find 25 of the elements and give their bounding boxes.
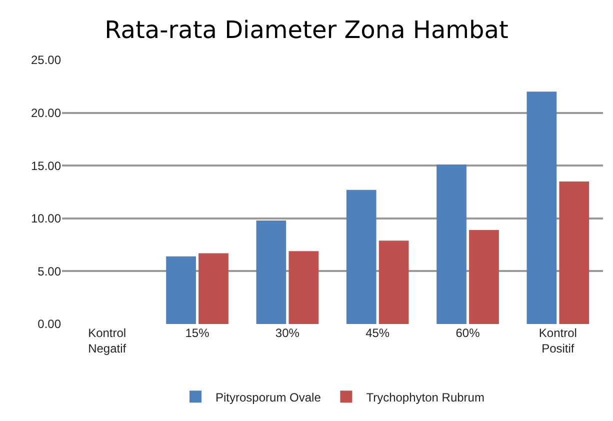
bar xyxy=(288,251,319,324)
y-tick-label: 0.00 xyxy=(38,317,62,332)
y-tick-label: 20.00 xyxy=(30,106,62,120)
x-tick-label: 60% xyxy=(456,326,480,340)
x-tick-label: 15% xyxy=(185,326,210,340)
y-tick-label: 5.00 xyxy=(38,264,62,278)
legend-label: Trychophyton Rubrum xyxy=(366,390,484,404)
legend-label: Pityrosporum Ovale xyxy=(216,390,322,404)
x-tick-label: 45% xyxy=(366,326,390,340)
bar xyxy=(166,256,196,324)
y-tick-label: 25.00 xyxy=(30,53,62,68)
x-tick-label: Kontrol Negatif xyxy=(88,326,127,356)
bar xyxy=(559,181,590,324)
bar xyxy=(469,230,499,324)
y-tick-label: 15.00 xyxy=(30,158,62,173)
bar xyxy=(346,190,376,324)
bar xyxy=(436,164,466,324)
bar xyxy=(378,240,409,324)
bar xyxy=(256,220,286,324)
chart-title: Rata-rata Diameter Zona Hambat xyxy=(104,16,508,44)
bar xyxy=(526,92,557,324)
x-tick-label: 30% xyxy=(275,326,300,340)
x-tick-label: Kontrol Positif xyxy=(538,326,577,356)
y-tick-label: 10.00 xyxy=(30,212,62,226)
bar xyxy=(198,253,228,324)
